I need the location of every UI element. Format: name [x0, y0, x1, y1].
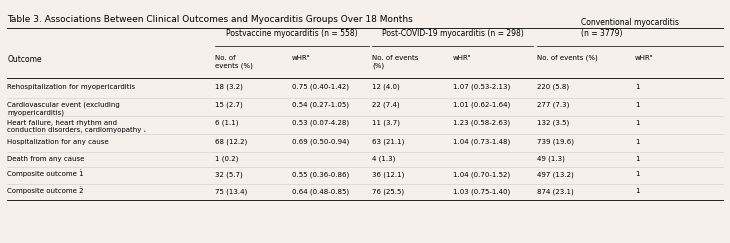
Text: 277 (7.3): 277 (7.3) — [537, 102, 569, 108]
Text: 1.04 (0.73-1.48): 1.04 (0.73-1.48) — [453, 139, 510, 146]
Text: 1 (0.2): 1 (0.2) — [215, 156, 239, 162]
Text: Post-COVID-19 myocarditis (n = 298): Post-COVID-19 myocarditis (n = 298) — [382, 29, 523, 38]
Text: 36 (12.1): 36 (12.1) — [372, 171, 404, 178]
Text: 1.23 (0.58-2.63): 1.23 (0.58-2.63) — [453, 120, 510, 126]
Text: 76 (25.5): 76 (25.5) — [372, 188, 404, 195]
Text: 22 (7.4): 22 (7.4) — [372, 102, 400, 108]
Text: 497 (13.2): 497 (13.2) — [537, 171, 573, 178]
Text: 1: 1 — [635, 139, 639, 145]
Text: Cardiovascular event (excluding
myopericarditis): Cardiovascular event (excluding myoperic… — [7, 102, 120, 116]
Text: Rehospitalization for myopericarditis: Rehospitalization for myopericarditis — [7, 84, 136, 90]
Text: 4 (1.3): 4 (1.3) — [372, 156, 396, 162]
Text: 1.01 (0.62-1.64): 1.01 (0.62-1.64) — [453, 102, 510, 108]
Text: Hospitalization for any cause: Hospitalization for any cause — [7, 139, 109, 145]
Text: 6 (1.1): 6 (1.1) — [215, 120, 239, 126]
Text: 1: 1 — [635, 120, 639, 126]
Text: Composite outcome 2: Composite outcome 2 — [7, 188, 84, 194]
Text: Outcome: Outcome — [7, 55, 42, 64]
Text: 0.54 (0.27-1.05): 0.54 (0.27-1.05) — [292, 102, 349, 108]
Text: Postvaccine myocarditis (n = 558): Postvaccine myocarditis (n = 558) — [226, 29, 358, 38]
Text: 49 (1.3): 49 (1.3) — [537, 156, 564, 162]
Text: ᶜ: ᶜ — [80, 168, 81, 174]
Text: 0.53 (0.07-4.28): 0.53 (0.07-4.28) — [292, 120, 349, 126]
Text: 220 (5.8): 220 (5.8) — [537, 84, 569, 90]
Text: Conventional myocarditis
(n = 3779): Conventional myocarditis (n = 3779) — [580, 18, 679, 38]
Text: 1: 1 — [635, 171, 639, 177]
Text: 0.64 (0.48-0.85): 0.64 (0.48-0.85) — [292, 188, 349, 195]
Text: 1.07 (0.53-2.13): 1.07 (0.53-2.13) — [453, 84, 510, 90]
Text: 12 (4.0): 12 (4.0) — [372, 84, 400, 90]
Text: ᶜ: ᶜ — [80, 185, 81, 191]
Text: wHRᵃ: wHRᵃ — [292, 55, 310, 61]
Text: wHRᵃ: wHRᵃ — [635, 55, 653, 61]
Text: 1: 1 — [635, 84, 639, 90]
Text: 1: 1 — [635, 188, 639, 194]
Text: Composite outcome 1: Composite outcome 1 — [7, 171, 84, 177]
Text: No. of
events (%): No. of events (%) — [215, 55, 253, 69]
Text: 0.75 (0.40-1.42): 0.75 (0.40-1.42) — [292, 84, 349, 90]
Text: 68 (12.2): 68 (12.2) — [215, 139, 247, 146]
Text: 739 (19.6): 739 (19.6) — [537, 139, 574, 146]
Text: 11 (3.7): 11 (3.7) — [372, 120, 400, 126]
Text: Death from any cause: Death from any cause — [7, 156, 85, 162]
Text: 132 (3.5): 132 (3.5) — [537, 120, 569, 126]
Text: No. of events
(%): No. of events (%) — [372, 55, 419, 69]
Text: 18 (3.2): 18 (3.2) — [215, 84, 243, 90]
Text: 32 (5.7): 32 (5.7) — [215, 171, 243, 178]
Text: ᵇ: ᵇ — [144, 130, 146, 136]
Text: wHRᵃ: wHRᵃ — [453, 55, 471, 61]
Text: No. of events (%): No. of events (%) — [537, 55, 597, 61]
Text: 0.55 (0.36-0.86): 0.55 (0.36-0.86) — [292, 171, 349, 178]
Text: 1: 1 — [635, 156, 639, 162]
Text: 15 (2.7): 15 (2.7) — [215, 102, 243, 108]
Text: 1.03 (0.75-1.40): 1.03 (0.75-1.40) — [453, 188, 510, 195]
Text: Table 3. Associations Between Clinical Outcomes and Myocarditis Groups Over 18 M: Table 3. Associations Between Clinical O… — [7, 15, 413, 24]
Text: 0.69 (0.50-0.94): 0.69 (0.50-0.94) — [292, 139, 349, 146]
Text: Heart failure, heart rhythm and
conduction disorders, cardiomyopathy: Heart failure, heart rhythm and conducti… — [7, 120, 142, 133]
Text: 1.04 (0.70-1.52): 1.04 (0.70-1.52) — [453, 171, 510, 178]
Text: 874 (23.1): 874 (23.1) — [537, 188, 573, 195]
Text: 75 (13.4): 75 (13.4) — [215, 188, 247, 195]
Text: 63 (21.1): 63 (21.1) — [372, 139, 404, 146]
Text: 1: 1 — [635, 102, 639, 108]
